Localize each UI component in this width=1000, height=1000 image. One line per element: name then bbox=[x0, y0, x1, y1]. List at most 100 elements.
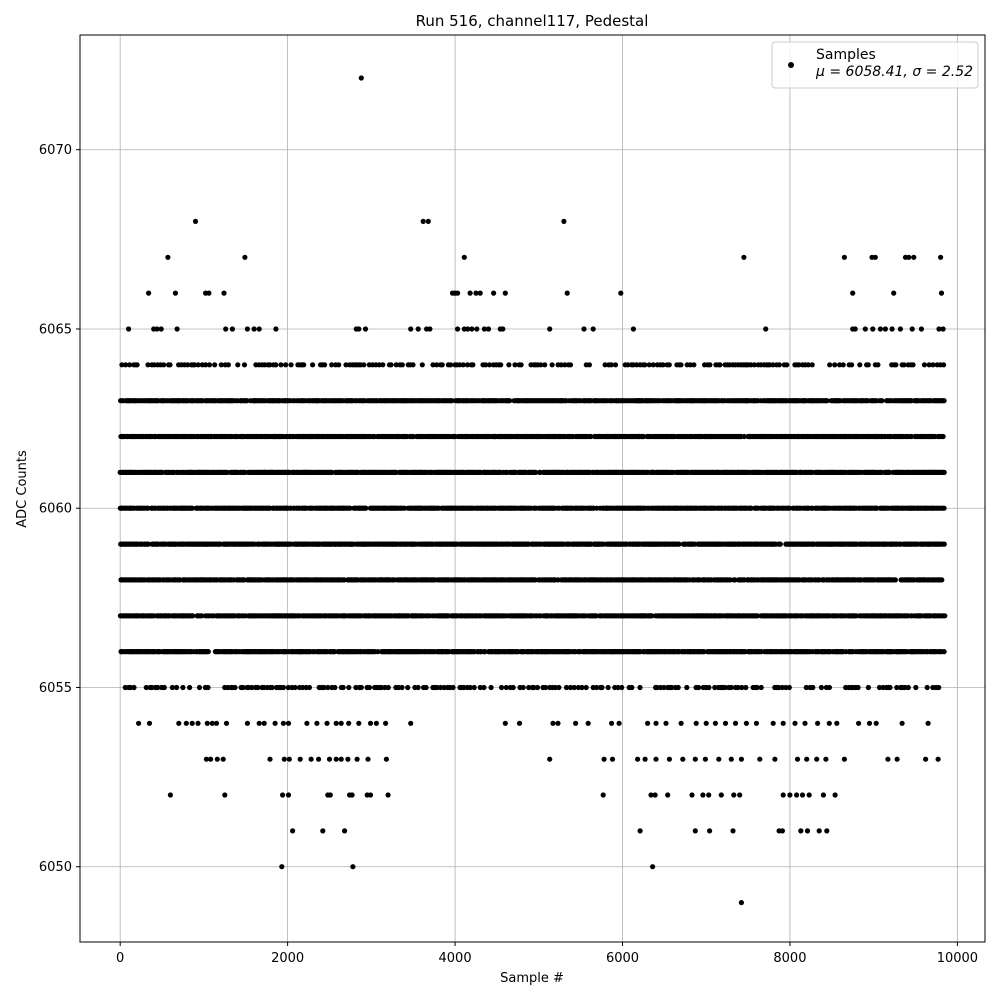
data-point bbox=[826, 684, 833, 691]
data-point bbox=[855, 684, 861, 691]
data-point bbox=[941, 469, 947, 475]
data-point bbox=[876, 684, 883, 691]
data-point bbox=[143, 684, 149, 691]
data-point bbox=[712, 684, 718, 691]
data-point bbox=[510, 684, 516, 691]
data-point bbox=[321, 684, 327, 691]
data-point bbox=[325, 684, 331, 691]
data-point bbox=[405, 684, 411, 691]
data-point bbox=[777, 541, 783, 547]
data-point bbox=[196, 684, 203, 691]
data-point bbox=[366, 684, 373, 691]
data-point bbox=[739, 684, 745, 691]
data-point bbox=[526, 684, 532, 691]
data-point bbox=[531, 684, 537, 691]
data-point bbox=[599, 684, 605, 691]
data-point bbox=[534, 684, 541, 691]
data-point bbox=[205, 684, 211, 691]
data-point bbox=[743, 684, 749, 691]
data-point bbox=[375, 649, 381, 655]
data-point bbox=[684, 684, 690, 691]
data-point bbox=[568, 684, 574, 691]
data-point bbox=[520, 684, 526, 691]
data-point bbox=[363, 505, 369, 511]
data-point bbox=[936, 684, 942, 691]
data-point bbox=[727, 577, 733, 583]
data-point bbox=[169, 684, 175, 691]
data-point bbox=[637, 684, 643, 691]
data-point bbox=[481, 684, 487, 691]
data-point bbox=[415, 684, 421, 691]
data-point bbox=[174, 684, 180, 691]
data-point bbox=[340, 684, 346, 691]
data-point bbox=[240, 684, 246, 691]
data-point bbox=[905, 684, 911, 691]
data-point bbox=[941, 505, 947, 511]
data-point bbox=[423, 684, 429, 691]
data-point bbox=[482, 649, 488, 655]
data-point bbox=[939, 577, 945, 583]
data-point bbox=[892, 577, 899, 583]
data-point bbox=[180, 684, 186, 691]
data-point bbox=[593, 684, 600, 691]
data-point bbox=[285, 684, 291, 691]
data-point bbox=[887, 684, 893, 691]
data-point bbox=[477, 684, 483, 691]
data-point bbox=[810, 684, 816, 691]
data-point bbox=[332, 684, 338, 691]
data-point bbox=[199, 613, 205, 619]
data-point bbox=[467, 684, 473, 691]
data-point bbox=[292, 684, 298, 691]
data-point bbox=[649, 613, 655, 619]
data-point bbox=[249, 684, 255, 691]
data-point bbox=[542, 684, 549, 691]
data-point bbox=[615, 684, 621, 691]
data-point bbox=[571, 684, 577, 691]
data-point bbox=[155, 684, 161, 691]
data-point bbox=[942, 613, 948, 619]
data-point bbox=[735, 684, 741, 691]
data-point bbox=[894, 684, 900, 691]
data-point bbox=[450, 684, 456, 691]
data-point bbox=[941, 649, 947, 655]
data-point bbox=[619, 684, 625, 691]
data-point bbox=[803, 684, 809, 691]
data-point bbox=[728, 684, 734, 691]
data-point bbox=[255, 684, 261, 691]
data-point bbox=[205, 649, 211, 655]
data-point bbox=[940, 433, 946, 440]
data-point bbox=[346, 684, 352, 691]
data-point bbox=[232, 684, 238, 691]
data-point bbox=[190, 613, 196, 619]
data-point bbox=[471, 684, 477, 691]
data-point bbox=[145, 541, 151, 547]
data-point bbox=[732, 577, 738, 583]
data-point bbox=[629, 684, 635, 691]
data-point bbox=[269, 684, 275, 691]
data-point bbox=[706, 684, 712, 691]
data-point bbox=[563, 684, 570, 691]
data-point bbox=[941, 541, 947, 547]
data-point bbox=[488, 684, 494, 691]
data-point bbox=[280, 684, 286, 691]
data-point bbox=[503, 684, 509, 691]
data-point bbox=[498, 684, 505, 691]
data-point bbox=[306, 684, 312, 691]
data-point bbox=[579, 684, 585, 691]
data-point bbox=[187, 684, 193, 691]
data-point bbox=[399, 684, 405, 691]
data-point bbox=[758, 684, 764, 691]
data-point bbox=[924, 684, 930, 691]
data-point bbox=[605, 684, 611, 691]
data-point bbox=[818, 684, 825, 691]
scatter-points bbox=[117, 75, 948, 906]
data-point bbox=[131, 684, 137, 691]
data-point bbox=[161, 684, 167, 691]
data-point bbox=[786, 684, 792, 691]
data-point bbox=[675, 684, 681, 691]
data-point bbox=[722, 684, 728, 691]
data-point bbox=[358, 684, 364, 691]
data-point bbox=[556, 684, 562, 691]
data-point bbox=[754, 684, 760, 691]
